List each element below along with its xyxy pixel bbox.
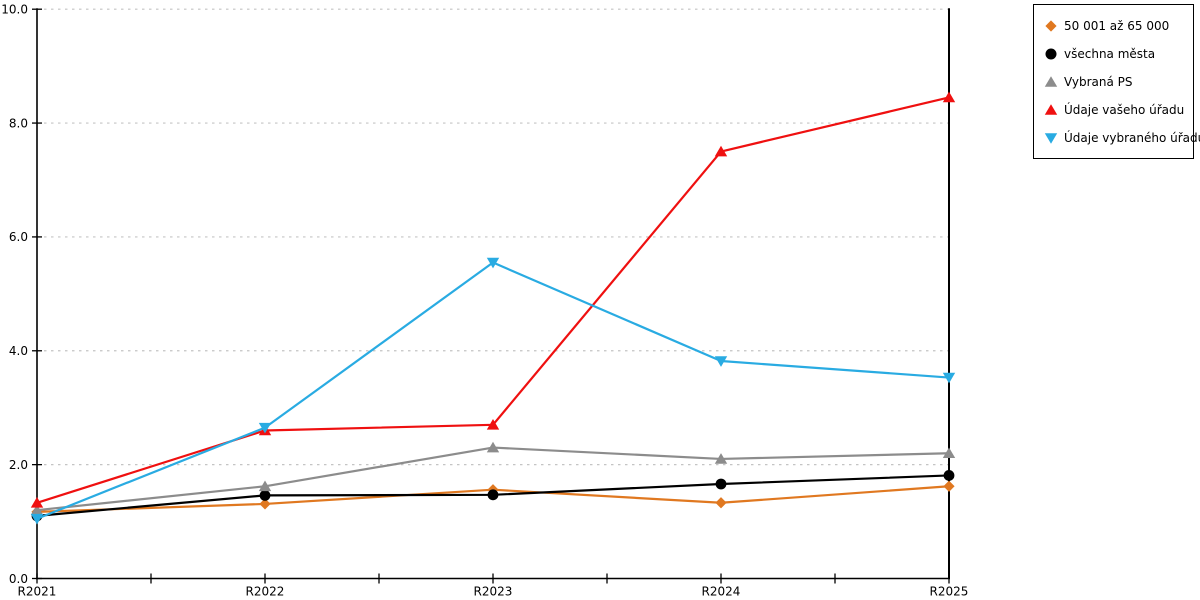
legend-item: Údaje vašeho úřadu: [1044, 96, 1185, 124]
y-tick-label: 4.0: [9, 344, 28, 358]
data-point: [486, 257, 500, 269]
data-point: [943, 470, 955, 481]
x-tick-label: R2021: [18, 585, 57, 599]
triangle-up-icon: [1044, 76, 1058, 87]
circle-icon: [1045, 48, 1057, 60]
data-point: [714, 145, 728, 157]
x-tick-label: R2025: [930, 585, 969, 599]
y-tick-label: 10.0: [1, 3, 28, 17]
triangle-up-icon: [1044, 104, 1058, 115]
data-point: [487, 489, 499, 501]
legend-label: 50 001 až 65 000: [1064, 19, 1170, 33]
data-point: [714, 453, 728, 464]
legend-label: Údaje vybraného úřadu: [1064, 131, 1200, 145]
data-point: [942, 372, 956, 384]
legend-item: 50 001 až 65 000: [1044, 12, 1185, 40]
data-point: [258, 480, 272, 492]
data-point: [943, 480, 955, 492]
y-tick-label: 2.0: [9, 458, 28, 472]
triangle-down-icon: [1044, 133, 1058, 144]
data-point: [714, 356, 728, 367]
y-tick-label: 0.0: [9, 572, 28, 586]
legend-item: Vybraná PS: [1044, 68, 1185, 96]
data-point: [259, 498, 271, 510]
data-point: [30, 496, 44, 508]
data-point: [715, 497, 727, 509]
data-point: [486, 418, 500, 430]
data-point: [942, 91, 956, 103]
y-tick-label: 6.0: [9, 230, 28, 244]
legend-label: všechna města: [1064, 47, 1156, 61]
data-point: [715, 478, 727, 490]
data-point: [30, 513, 44, 525]
data-point: [30, 504, 44, 515]
legend-label: Údaje vašeho úřadu: [1064, 103, 1185, 117]
data-point: [486, 441, 500, 453]
x-tick-label: R2023: [474, 585, 513, 599]
legend-label: Vybraná PS: [1064, 75, 1133, 89]
series-line-2: [36, 446, 950, 512]
x-tick-label: R2024: [702, 585, 741, 599]
legend-item: Údaje vybraného úřadu: [1044, 124, 1200, 152]
data-point: [942, 447, 956, 459]
x-tick-label: R2022: [246, 585, 285, 599]
data-point: [258, 422, 272, 434]
legend: 50 001 až 65 000 všechna města Vybraná PS Ú…: [1033, 4, 1200, 159]
data-point: [259, 489, 271, 501]
diamond-icon: [1045, 20, 1057, 32]
y-tick-label: 8.0: [9, 116, 28, 130]
legend-item: všechna města: [1044, 40, 1185, 68]
